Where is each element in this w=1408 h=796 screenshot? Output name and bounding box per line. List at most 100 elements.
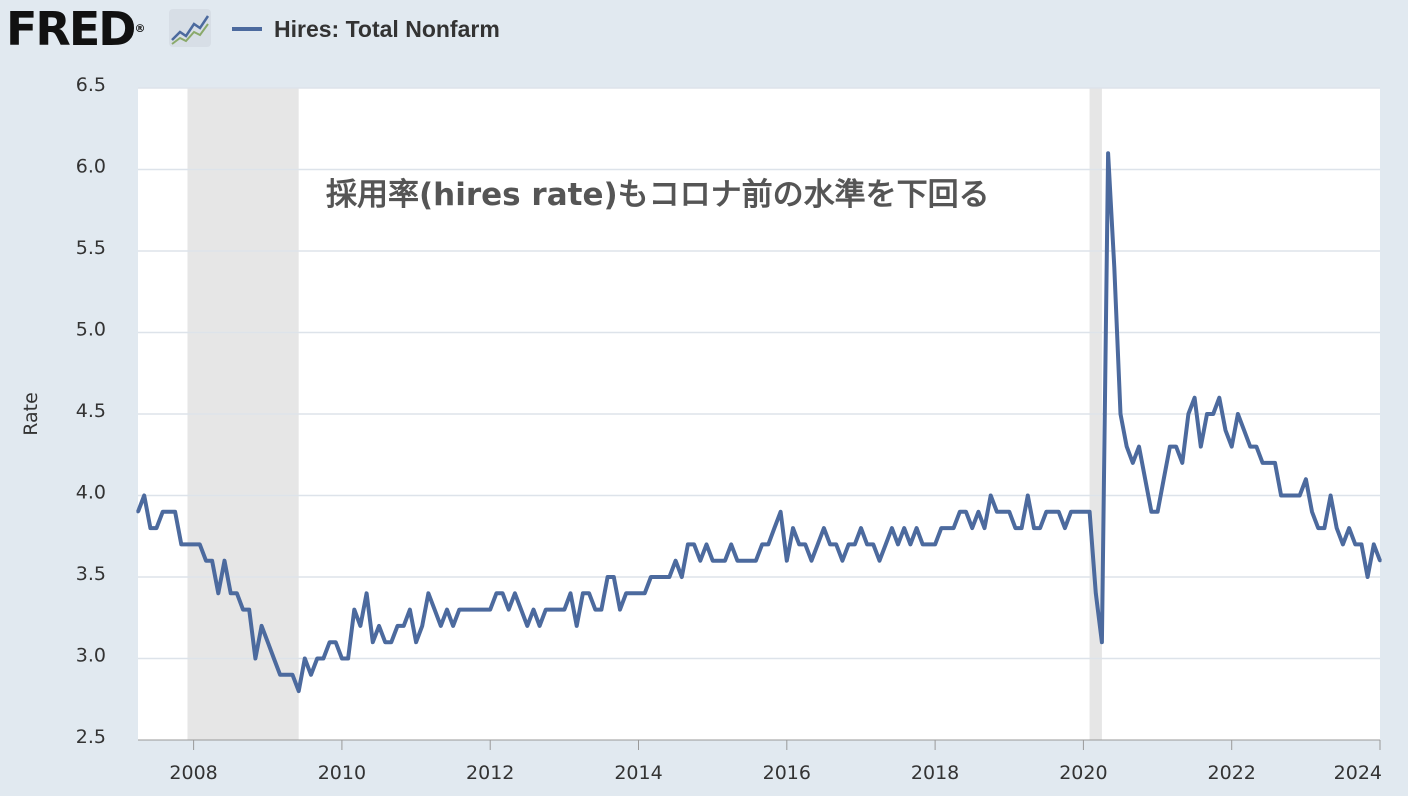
data-point-153 (1081, 510, 1085, 514)
data-point-146 (1038, 526, 1042, 530)
data-point-90 (692, 542, 696, 547)
data-point-154 (1088, 510, 1092, 514)
data-point-70 (568, 591, 573, 595)
data-point-57 (488, 608, 492, 612)
data-point-8 (185, 542, 189, 547)
data-point-44 (408, 608, 412, 612)
logo-text: FRED (6, 2, 136, 56)
data-point-43 (402, 624, 406, 628)
data-point-92 (704, 542, 709, 547)
legend[interactable]: Hires: Total Nonfarm (232, 14, 500, 44)
data-point-56 (482, 608, 486, 612)
data-point-156 (1100, 640, 1104, 644)
data-point-102 (766, 542, 770, 547)
data-point-36 (358, 624, 362, 628)
data-point-30 (321, 656, 325, 661)
data-point-101 (760, 542, 764, 547)
data-point-85 (661, 575, 665, 579)
data-point-119 (871, 542, 875, 547)
data-point-129 (933, 542, 937, 547)
data-point-125 (908, 542, 913, 547)
y-tick-label: 5.5 (76, 237, 106, 259)
data-point-167 (1168, 445, 1172, 449)
data-point-151 (1069, 510, 1073, 514)
data-point-124 (902, 526, 906, 530)
data-point-192 (1322, 526, 1326, 530)
data-point-142 (1013, 526, 1018, 530)
data-point-86 (667, 575, 672, 579)
data-point-95 (723, 559, 727, 563)
data-point-18 (247, 608, 251, 612)
y-tick-label: 3.5 (76, 563, 106, 585)
data-point-133 (958, 510, 962, 514)
data-point-53 (463, 608, 468, 612)
data-point-139 (995, 510, 999, 514)
data-point-3 (154, 526, 159, 530)
data-point-41 (389, 640, 393, 644)
chart-header: FRED® Hires: Total Nonfarm (0, 0, 1408, 62)
data-point-74 (593, 608, 597, 612)
data-point-98 (742, 559, 746, 563)
data-point-112 (828, 542, 832, 547)
data-point-69 (562, 608, 567, 612)
data-point-175 (1217, 396, 1221, 400)
data-point-77 (612, 575, 616, 579)
series-points (136, 151, 1382, 693)
data-point-189 (1304, 477, 1308, 481)
data-point-123 (896, 542, 900, 547)
fred-logo[interactable]: FRED® (6, 2, 145, 56)
data-point-64 (531, 608, 536, 612)
data-point-163 (1143, 477, 1147, 481)
data-point-187 (1291, 493, 1296, 498)
data-point-22 (272, 656, 276, 661)
y-axis-title: Rate (20, 392, 42, 436)
y-tick-label: 3.0 (76, 645, 106, 667)
data-point-33 (340, 656, 344, 661)
y-tick-label: 4.5 (76, 400, 106, 422)
data-point-201 (1378, 559, 1382, 563)
data-point-50 (445, 608, 449, 612)
data-point-114 (840, 559, 845, 563)
data-point-185 (1279, 493, 1283, 498)
data-point-176 (1223, 428, 1228, 432)
x-tick-label: 2024 (1334, 762, 1382, 784)
data-point-150 (1063, 526, 1067, 530)
data-point-6 (173, 510, 177, 514)
data-point-39 (377, 624, 381, 628)
data-point-105 (785, 559, 789, 563)
data-point-180 (1248, 445, 1252, 449)
data-point-162 (1137, 445, 1141, 449)
data-point-24 (284, 673, 288, 677)
data-point-171 (1193, 396, 1197, 400)
data-point-160 (1125, 445, 1129, 449)
data-point-127 (921, 542, 925, 547)
data-point-183 (1267, 461, 1271, 465)
data-point-38 (371, 640, 375, 644)
data-point-4 (161, 510, 165, 514)
data-point-109 (809, 559, 814, 563)
data-point-198 (1359, 542, 1364, 547)
x-tick-label: 2016 (763, 762, 811, 784)
data-point-63 (525, 624, 529, 628)
data-point-93 (711, 559, 715, 563)
data-point-107 (797, 542, 801, 547)
data-point-65 (538, 624, 542, 628)
data-point-71 (575, 624, 579, 628)
data-point-61 (513, 591, 517, 595)
data-point-190 (1310, 510, 1314, 514)
data-point-48 (433, 608, 437, 612)
data-point-21 (266, 640, 270, 644)
data-point-161 (1131, 461, 1135, 465)
data-point-67 (550, 608, 554, 612)
data-point-194 (1335, 526, 1339, 530)
y-axis-ticks: 2.5 3.0 3.5 4.0 4.5 5.0 5.5 6.0 6.5 (76, 74, 106, 748)
legend-swatch (232, 27, 262, 31)
data-point-191 (1316, 526, 1320, 530)
data-point-117 (859, 526, 863, 530)
data-point-104 (779, 510, 783, 514)
data-point-11 (204, 559, 208, 563)
data-point-96 (729, 542, 733, 547)
data-point-83 (649, 575, 653, 579)
data-point-78 (618, 608, 622, 612)
data-point-7 (179, 542, 183, 547)
